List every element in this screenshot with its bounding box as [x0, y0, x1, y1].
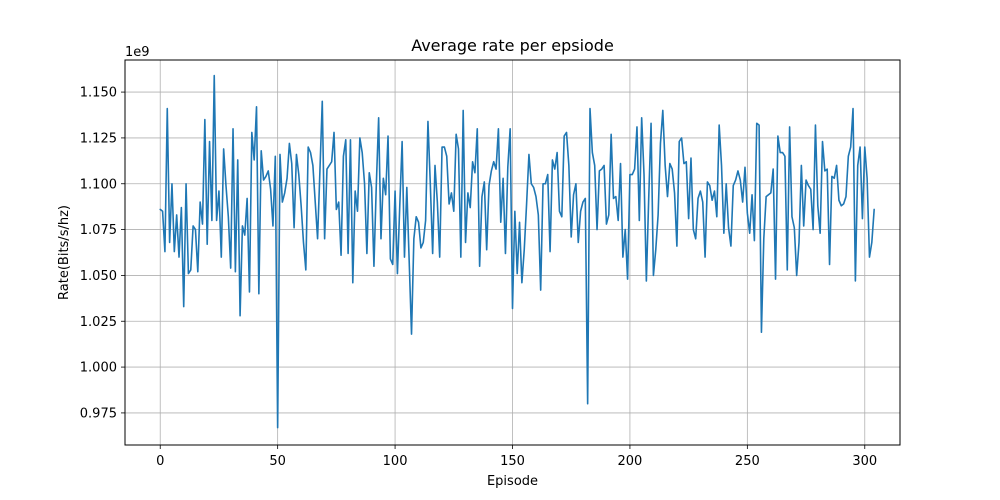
y-axis-offset-label: 1e9: [125, 45, 150, 60]
y-tick-label: 1.125: [80, 131, 117, 146]
x-tick-label: 100: [383, 454, 408, 469]
y-tick-label: 1.075: [80, 223, 117, 238]
x-tick-label: 150: [500, 454, 525, 469]
y-tick-label: 1.150: [80, 86, 117, 101]
y-tick-label: 1.100: [80, 177, 117, 192]
series-group: [159, 74, 875, 429]
x-tick-label: 200: [618, 454, 643, 469]
y-axis: 0.975 1.000 1.025 1.050 1.075 1.100 1.125 1.150: [80, 86, 125, 421]
x-axis: 0 50 100 150 200 250 300: [156, 445, 877, 469]
x-axis-label: Episode: [487, 474, 538, 489]
y-tick-label: 1.025: [80, 315, 117, 330]
y-tick-label: 1.050: [80, 269, 117, 284]
series-line: [159, 74, 875, 429]
x-tick-label: 250: [735, 454, 760, 469]
x-tick-label: 50: [269, 454, 286, 469]
x-tick-label: 0: [156, 454, 164, 469]
y-tick-label: 1.000: [80, 361, 117, 376]
chart-title: Average rate per epsiode: [411, 36, 614, 55]
y-tick-label: 0.975: [80, 406, 117, 421]
x-tick-label: 300: [852, 454, 877, 469]
y-axis-label: Rate(Bits/s/hz): [57, 205, 72, 300]
